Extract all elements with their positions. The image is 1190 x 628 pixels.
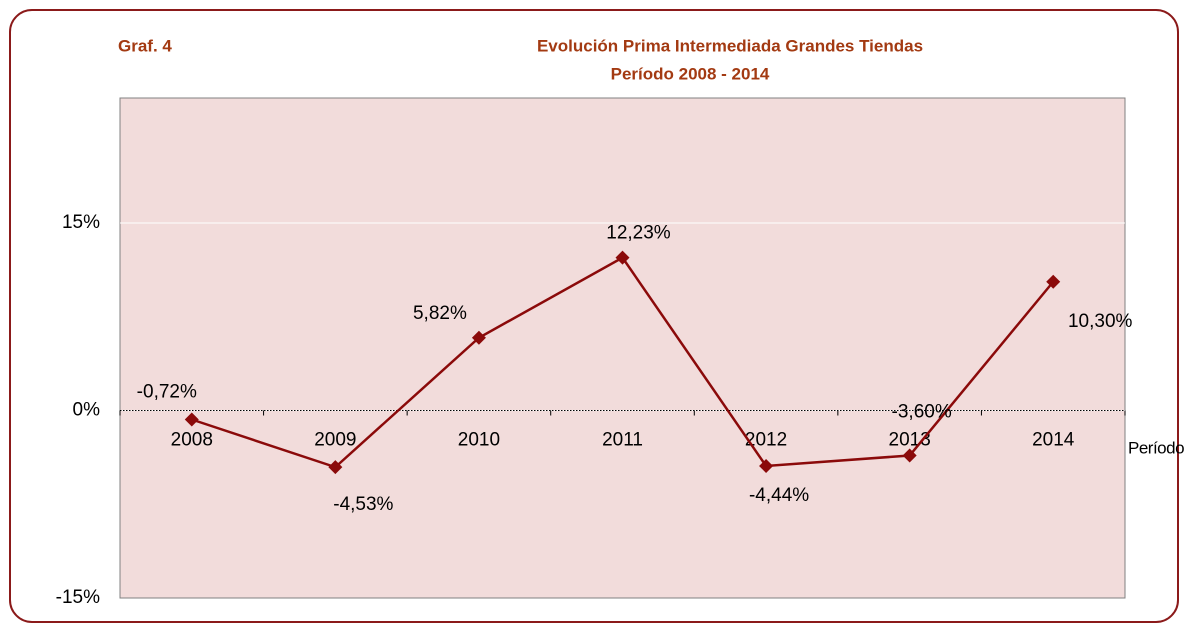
data-label: -4,53% (333, 494, 393, 515)
chart-title: Evolución Prima Intermediada Grandes Tie… (537, 36, 923, 55)
marker (615, 250, 630, 265)
chart-subtitle: Período 2008 - 2014 (611, 64, 770, 83)
data-label: -0,72% (137, 382, 197, 403)
marker (759, 459, 774, 473)
x-tick-label: 2009 (314, 430, 356, 451)
marker (471, 330, 486, 345)
plot-area (119, 97, 1126, 599)
x-tick-label: 2013 (889, 430, 931, 451)
data-label: 10,30% (1068, 311, 1133, 332)
marker (902, 448, 917, 463)
x-axis-label: Período (1128, 438, 1184, 457)
x-tick-label: 2012 (745, 430, 787, 451)
data-label: 5,82% (413, 303, 467, 324)
x-tick-label: 2014 (1032, 430, 1075, 451)
x-tick-label: 2010 (458, 430, 500, 451)
y-tick-label: 15% (62, 212, 100, 233)
x-tick-label: 2008 (171, 430, 213, 451)
y-tick-label: -15% (56, 587, 100, 608)
data-label: -3,60% (892, 402, 952, 423)
data-label: -4,44% (749, 485, 809, 506)
data-label: 12,23% (606, 223, 671, 244)
marker (1046, 274, 1061, 289)
marker (328, 460, 343, 475)
marker (184, 412, 199, 427)
y-tick-label: 0% (73, 400, 101, 421)
chart-label: Graf. 4 (118, 36, 172, 55)
x-tick-label: 2011 (602, 430, 643, 451)
